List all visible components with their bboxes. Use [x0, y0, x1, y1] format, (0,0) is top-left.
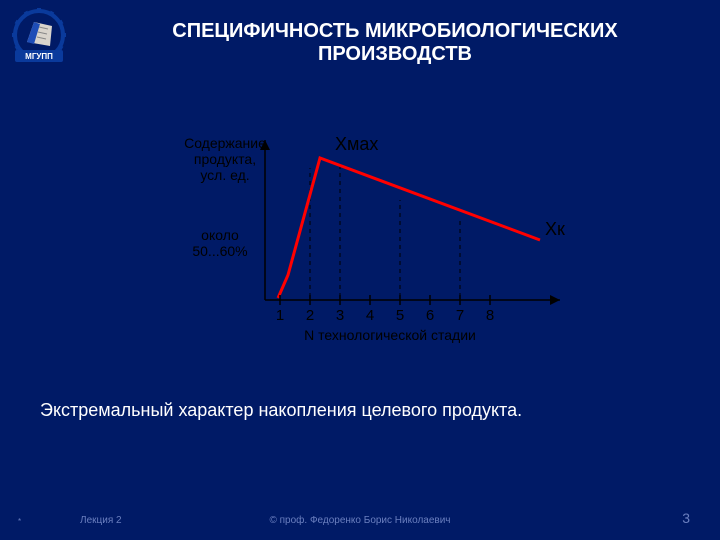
svg-text:3: 3 [336, 307, 344, 324]
footer-center: © проф. Федоренко Борис Николаевич [0, 515, 720, 526]
svg-text:5: 5 [396, 307, 404, 324]
title-text: СПЕЦИФИЧНОСТЬ МИКРОБИОЛОГИЧЕСКИХ ПРОИЗВО… [172, 20, 617, 65]
caption-text: Экстремальный характер накопления целево… [40, 400, 522, 420]
caption: Экстремальный характер накопления целево… [40, 400, 680, 421]
slide-title: СПЕЦИФИЧНОСТЬ МИКРОБИОЛОГИЧЕСКИХ ПРОИЗВО… [110, 20, 680, 66]
svg-text:8: 8 [486, 307, 494, 324]
logo: МГУПП [12, 8, 82, 62]
footer-page: 3 [682, 510, 690, 526]
logo-label: МГУПП [25, 52, 53, 61]
peak-label: Хмах [335, 134, 378, 154]
data-line [278, 158, 540, 298]
svg-text:7: 7 [456, 307, 464, 324]
svg-text:4: 4 [366, 307, 374, 324]
chart: Содержаниепродукта,усл. ед. около50...60… [160, 120, 590, 350]
axes [260, 140, 560, 305]
chart-annotation: около50...60% [192, 227, 247, 259]
slide: МГУПП СПЕЦИФИЧНОСТЬ МИКРОБИОЛОГИЧЕСКИХ П… [0, 0, 720, 540]
svg-text:1: 1 [276, 307, 284, 324]
gridlines [310, 166, 460, 297]
x-axis-label: N технологической стадии [304, 327, 476, 343]
y-axis-label: Содержаниепродукта,усл. ед. [184, 135, 266, 183]
end-label: Хк [545, 219, 565, 239]
svg-text:6: 6 [426, 307, 434, 324]
svg-text:2: 2 [306, 307, 314, 324]
